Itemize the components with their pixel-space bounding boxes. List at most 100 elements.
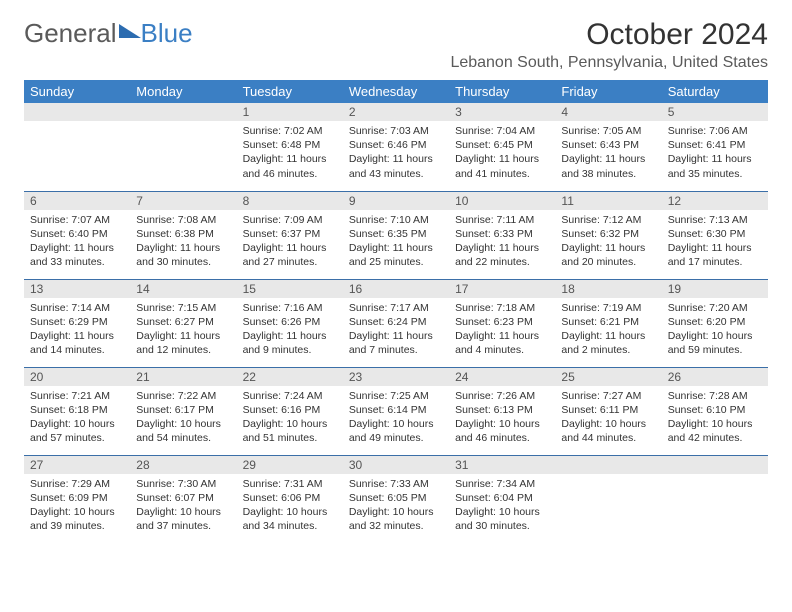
calendar-cell: 10Sunrise: 7:11 AMSunset: 6:33 PMDayligh… [449,191,555,279]
day-number: 31 [449,456,555,474]
day-number [662,456,768,474]
daylight-text: Daylight: 10 hours and 44 minutes. [561,417,655,445]
day-header: Saturday [662,80,768,103]
sunrise-text: Sunrise: 7:20 AM [668,301,762,315]
calendar-cell: 9Sunrise: 7:10 AMSunset: 6:35 PMDaylight… [343,191,449,279]
day-number: 27 [24,456,130,474]
calendar-cell: 24Sunrise: 7:26 AMSunset: 6:13 PMDayligh… [449,367,555,455]
month-title: October 2024 [450,18,768,52]
day-number: 11 [555,192,661,210]
calendar-cell: 13Sunrise: 7:14 AMSunset: 6:29 PMDayligh… [24,279,130,367]
day-body: Sunrise: 7:25 AMSunset: 6:14 PMDaylight:… [343,386,449,452]
day-body: Sunrise: 7:34 AMSunset: 6:04 PMDaylight:… [449,474,555,540]
daylight-text: Daylight: 11 hours and 17 minutes. [668,241,762,269]
sunset-text: Sunset: 6:46 PM [349,138,443,152]
day-body: Sunrise: 7:12 AMSunset: 6:32 PMDaylight:… [555,210,661,276]
calendar-cell: 17Sunrise: 7:18 AMSunset: 6:23 PMDayligh… [449,279,555,367]
sunrise-text: Sunrise: 7:18 AM [455,301,549,315]
sunset-text: Sunset: 6:35 PM [349,227,443,241]
calendar-cell: 18Sunrise: 7:19 AMSunset: 6:21 PMDayligh… [555,279,661,367]
logo: General Blue [24,18,193,49]
sunset-text: Sunset: 6:32 PM [561,227,655,241]
sunrise-text: Sunrise: 7:33 AM [349,477,443,491]
day-number: 12 [662,192,768,210]
sunset-text: Sunset: 6:37 PM [243,227,337,241]
day-header: Sunday [24,80,130,103]
sunset-text: Sunset: 6:30 PM [668,227,762,241]
daylight-text: Daylight: 11 hours and 25 minutes. [349,241,443,269]
calendar-cell: 23Sunrise: 7:25 AMSunset: 6:14 PMDayligh… [343,367,449,455]
day-number: 14 [130,280,236,298]
sunset-text: Sunset: 6:14 PM [349,403,443,417]
sunrise-text: Sunrise: 7:27 AM [561,389,655,403]
sunset-text: Sunset: 6:04 PM [455,491,549,505]
sunset-text: Sunset: 6:48 PM [243,138,337,152]
sunrise-text: Sunrise: 7:02 AM [243,124,337,138]
daylight-text: Daylight: 11 hours and 7 minutes. [349,329,443,357]
sunrise-text: Sunrise: 7:22 AM [136,389,230,403]
calendar-cell: 19Sunrise: 7:20 AMSunset: 6:20 PMDayligh… [662,279,768,367]
calendar-cell: 12Sunrise: 7:13 AMSunset: 6:30 PMDayligh… [662,191,768,279]
calendar-cell: 20Sunrise: 7:21 AMSunset: 6:18 PMDayligh… [24,367,130,455]
day-number: 22 [237,368,343,386]
day-number: 7 [130,192,236,210]
sunrise-text: Sunrise: 7:11 AM [455,213,549,227]
calendar-week-row: 27Sunrise: 7:29 AMSunset: 6:09 PMDayligh… [24,455,768,543]
day-header: Wednesday [343,80,449,103]
sunset-text: Sunset: 6:07 PM [136,491,230,505]
daylight-text: Daylight: 10 hours and 34 minutes. [243,505,337,533]
calendar-cell: 16Sunrise: 7:17 AMSunset: 6:24 PMDayligh… [343,279,449,367]
day-number: 16 [343,280,449,298]
day-body: Sunrise: 7:20 AMSunset: 6:20 PMDaylight:… [662,298,768,364]
day-body: Sunrise: 7:19 AMSunset: 6:21 PMDaylight:… [555,298,661,364]
sunset-text: Sunset: 6:26 PM [243,315,337,329]
day-number: 19 [662,280,768,298]
sunset-text: Sunset: 6:38 PM [136,227,230,241]
day-number: 15 [237,280,343,298]
calendar-table: Sunday Monday Tuesday Wednesday Thursday… [24,80,768,543]
sunrise-text: Sunrise: 7:06 AM [668,124,762,138]
sunrise-text: Sunrise: 7:12 AM [561,213,655,227]
day-number [24,103,130,121]
day-number: 30 [343,456,449,474]
day-number: 5 [662,103,768,121]
calendar-cell: 5Sunrise: 7:06 AMSunset: 6:41 PMDaylight… [662,103,768,191]
calendar-cell [130,103,236,191]
sunrise-text: Sunrise: 7:03 AM [349,124,443,138]
day-number [130,103,236,121]
sunset-text: Sunset: 6:13 PM [455,403,549,417]
sunrise-text: Sunrise: 7:34 AM [455,477,549,491]
day-header: Monday [130,80,236,103]
sunrise-text: Sunrise: 7:31 AM [243,477,337,491]
sunrise-text: Sunrise: 7:17 AM [349,301,443,315]
day-number: 8 [237,192,343,210]
day-header: Tuesday [237,80,343,103]
location: Lebanon South, Pennsylvania, United Stat… [450,54,768,72]
day-number: 23 [343,368,449,386]
sunset-text: Sunset: 6:20 PM [668,315,762,329]
day-number: 13 [24,280,130,298]
sunrise-text: Sunrise: 7:09 AM [243,213,337,227]
calendar-cell: 21Sunrise: 7:22 AMSunset: 6:17 PMDayligh… [130,367,236,455]
day-number: 28 [130,456,236,474]
day-body: Sunrise: 7:30 AMSunset: 6:07 PMDaylight:… [130,474,236,540]
calendar-header-row: Sunday Monday Tuesday Wednesday Thursday… [24,80,768,103]
sunset-text: Sunset: 6:29 PM [30,315,124,329]
daylight-text: Daylight: 10 hours and 32 minutes. [349,505,443,533]
sunset-text: Sunset: 6:05 PM [349,491,443,505]
daylight-text: Daylight: 11 hours and 43 minutes. [349,152,443,180]
sunset-text: Sunset: 6:16 PM [243,403,337,417]
calendar-cell [555,455,661,543]
day-number: 18 [555,280,661,298]
daylight-text: Daylight: 11 hours and 14 minutes. [30,329,124,357]
calendar-cell: 1Sunrise: 7:02 AMSunset: 6:48 PMDaylight… [237,103,343,191]
day-body: Sunrise: 7:24 AMSunset: 6:16 PMDaylight:… [237,386,343,452]
day-number: 24 [449,368,555,386]
day-body: Sunrise: 7:08 AMSunset: 6:38 PMDaylight:… [130,210,236,276]
calendar-cell: 25Sunrise: 7:27 AMSunset: 6:11 PMDayligh… [555,367,661,455]
sunrise-text: Sunrise: 7:29 AM [30,477,124,491]
daylight-text: Daylight: 10 hours and 42 minutes. [668,417,762,445]
calendar-cell: 2Sunrise: 7:03 AMSunset: 6:46 PMDaylight… [343,103,449,191]
day-body: Sunrise: 7:10 AMSunset: 6:35 PMDaylight:… [343,210,449,276]
daylight-text: Daylight: 10 hours and 30 minutes. [455,505,549,533]
